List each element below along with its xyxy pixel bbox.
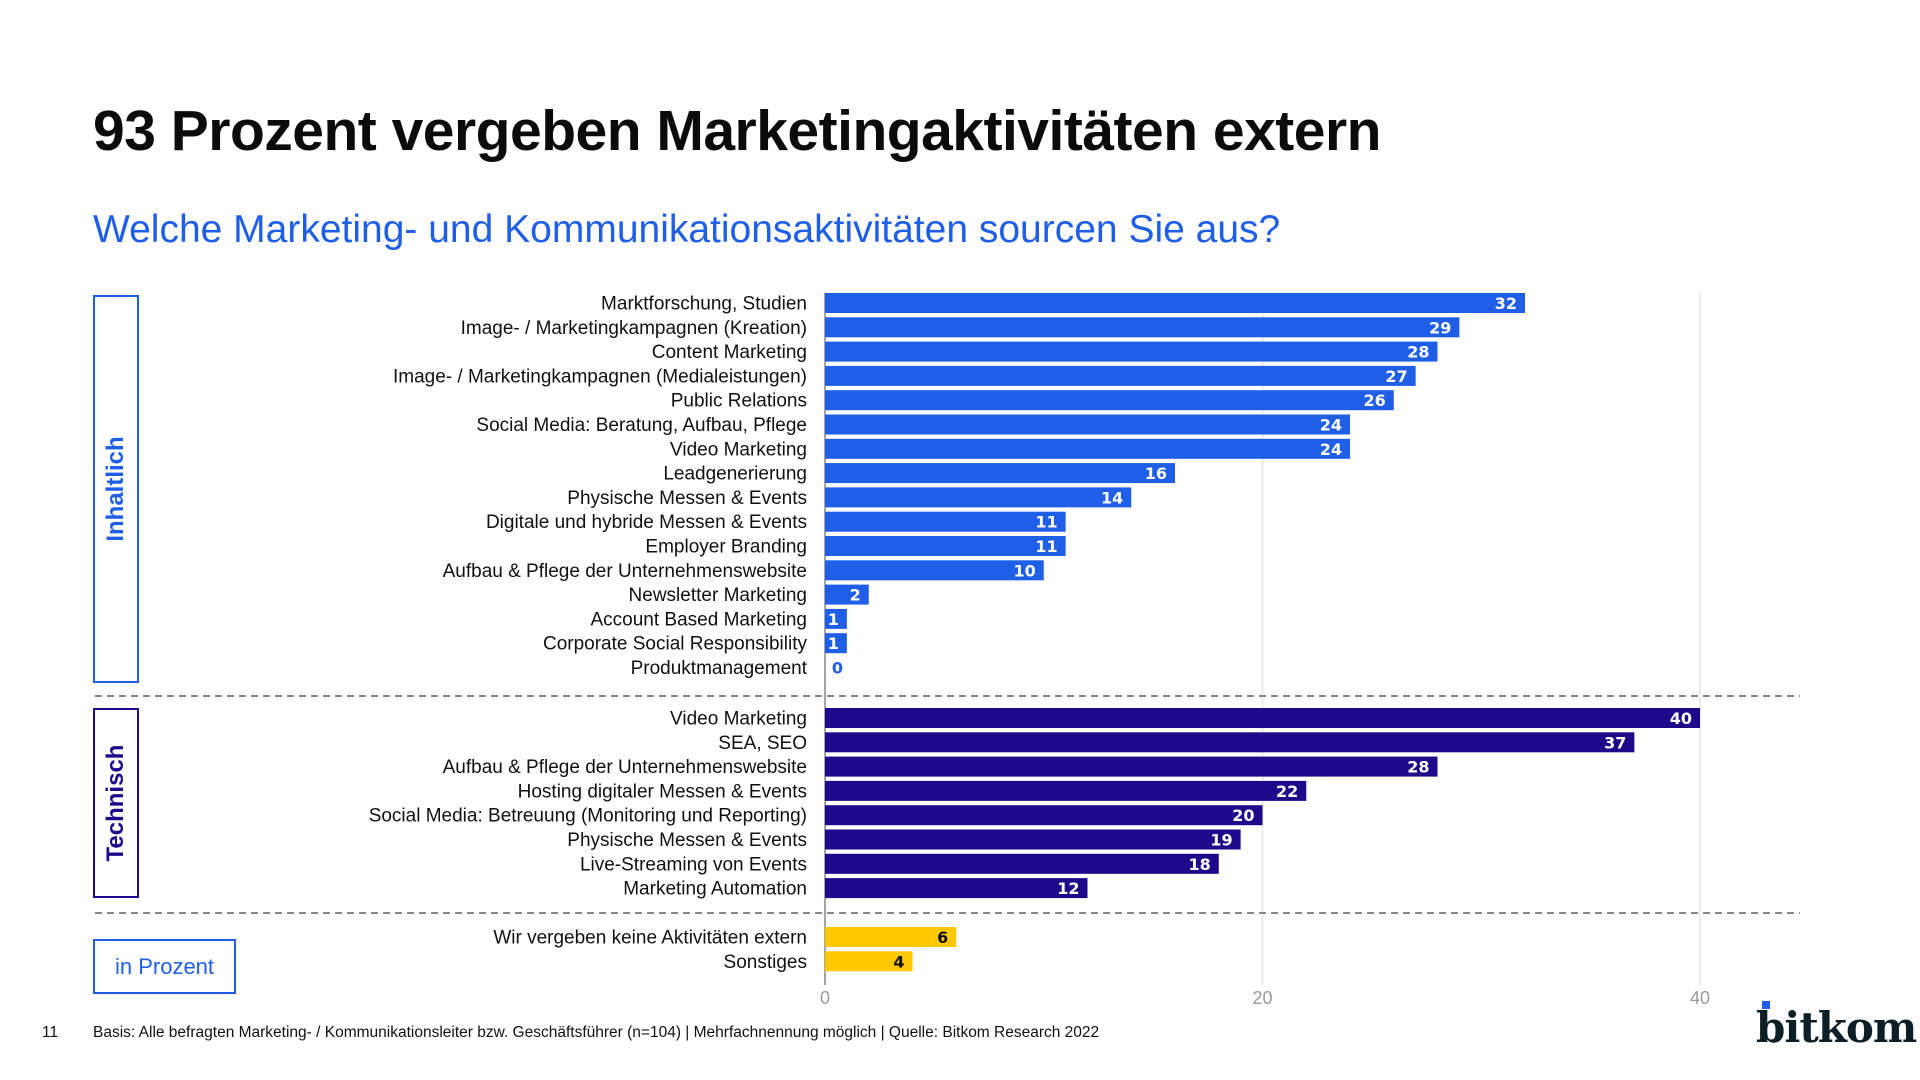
value-label: 16 (1145, 464, 1167, 483)
category-label: Produktmanagement (631, 658, 808, 679)
page-number: 11 (42, 1024, 59, 1041)
value-label: 28 (1407, 343, 1429, 362)
value-label: 14 (1101, 488, 1123, 507)
value-label: 0 (832, 659, 843, 678)
bar (825, 463, 1175, 484)
category-label: Physische Messen & Events (567, 488, 807, 509)
page-title: 93 Prozent vergeben Marketingaktivitäten… (93, 99, 1381, 163)
value-label: 18 (1188, 855, 1210, 874)
value-label: 20 (1232, 806, 1254, 825)
value-label: 22 (1276, 782, 1298, 801)
x-tick-label: 20 (1252, 988, 1272, 1008)
value-label: 2 (850, 586, 861, 605)
value-label: 1 (828, 610, 839, 629)
value-label: 40 (1670, 709, 1692, 728)
bar (825, 927, 957, 947)
category-label: Digitale und hybride Messen & Events (486, 512, 807, 533)
value-label: 11 (1035, 513, 1057, 532)
category-label: Live-Streaming von Events (580, 854, 807, 875)
value-label: 19 (1210, 831, 1232, 850)
bar (825, 732, 1635, 753)
category-label: Wir vergeben keine Aktivitäten extern (493, 928, 807, 949)
bar (825, 584, 869, 605)
value-label: 28 (1407, 758, 1429, 777)
x-tick-label: 0 (820, 988, 830, 1008)
value-label: 6 (937, 928, 948, 947)
value-label: 4 (893, 952, 904, 971)
value-label: 27 (1385, 367, 1407, 386)
bar (825, 633, 847, 654)
category-label: Content Marketing (652, 342, 807, 363)
bar (825, 780, 1307, 801)
category-label: Aufbau & Pflege der Unternehmenswebsite (443, 757, 807, 778)
category-label: Public Relations (671, 391, 807, 412)
bar (825, 560, 1044, 581)
value-label: 29 (1429, 318, 1451, 337)
value-label: 12 (1057, 879, 1079, 898)
bar (825, 951, 913, 972)
bar (825, 805, 1263, 826)
category-label: Marktforschung, Studien (601, 294, 807, 315)
category-label: Social Media: Betreuung (Monitoring und … (369, 806, 807, 827)
category-label: Leadgenerierung (663, 464, 807, 485)
bar (825, 878, 1088, 899)
bar (825, 756, 1438, 777)
category-label: Image- / Marketingkampagnen (Medialeistu… (393, 366, 807, 387)
logo-dot (1762, 1001, 1770, 1009)
value-label: 24 (1320, 416, 1342, 435)
unit-label: in Prozent (93, 939, 236, 994)
bar (825, 414, 1350, 435)
bar (825, 365, 1416, 386)
value-label: 26 (1363, 391, 1385, 410)
category-label: Physische Messen & Events (567, 830, 807, 851)
bar (825, 317, 1460, 338)
category-label: Image- / Marketingkampagnen (Kreation) (461, 318, 807, 339)
category-label: Social Media: Beratung, Aufbau, Pflege (476, 415, 807, 436)
bar (825, 829, 1241, 850)
page-subtitle: Welche Marketing- und Kommunikationsakti… (93, 208, 1281, 251)
category-label: Marketing Automation (623, 879, 807, 900)
value-label: 10 (1013, 561, 1035, 580)
bar (825, 853, 1219, 874)
bar (825, 608, 847, 629)
bar (825, 487, 1132, 508)
footer-source: Basis: Alle befragten Marketing- / Kommu… (93, 1024, 1100, 1041)
bar (825, 390, 1394, 411)
value-label: 24 (1320, 440, 1342, 459)
value-label: 1 (828, 634, 839, 653)
bar (825, 341, 1438, 362)
category-label: Video Marketing (670, 439, 807, 460)
value-label: 11 (1035, 537, 1057, 556)
bar (825, 536, 1066, 556)
category-label: SEA, SEO (718, 733, 807, 754)
category-label: Hosting digitaler Messen & Events (518, 781, 807, 802)
bar (825, 293, 1525, 313)
category-label: Account Based Marketing (590, 609, 807, 630)
category-label: Corporate Social Responsibility (543, 634, 808, 655)
group-label-inhaltlich: Inhaltlich (93, 295, 139, 683)
x-tick-label: 40 (1690, 988, 1710, 1008)
category-label: Video Marketing (670, 709, 807, 730)
category-label: Sonstiges (724, 952, 807, 973)
bar (825, 438, 1350, 459)
category-label: Aufbau & Pflege der Unternehmenswebsite (443, 561, 807, 582)
category-label: Newsletter Marketing (629, 585, 807, 606)
value-label: 32 (1495, 294, 1517, 313)
category-label: Employer Branding (645, 537, 807, 558)
value-label: 37 (1604, 733, 1626, 752)
bar (825, 511, 1066, 532)
group-label-technisch: Technisch (93, 708, 139, 898)
bar (825, 708, 1700, 728)
bitkom-logo: bitkom (1756, 1003, 1917, 1052)
